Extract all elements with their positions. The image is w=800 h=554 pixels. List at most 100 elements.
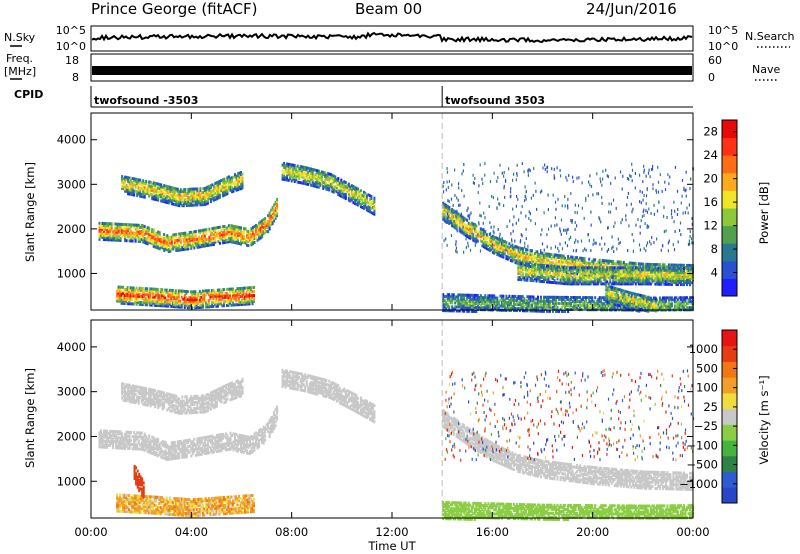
data-cell	[541, 307, 544, 311]
data-cell	[528, 297, 530, 301]
data-cell	[586, 268, 589, 272]
data-cell	[558, 256, 561, 259]
data-cell	[511, 259, 514, 263]
data-cell	[347, 188, 350, 192]
data-cell	[451, 214, 454, 218]
data-cell	[181, 198, 184, 202]
data-cell	[322, 172, 325, 176]
data-cell	[610, 268, 613, 272]
data-cell	[532, 253, 535, 257]
data-cell	[549, 254, 551, 258]
data-cell	[149, 291, 152, 295]
data-cell	[598, 306, 601, 310]
data-cell	[182, 204, 185, 208]
data-cell	[472, 236, 475, 240]
data-cell	[499, 240, 502, 244]
data-cell	[152, 232, 155, 236]
data-cell	[564, 295, 567, 299]
data-cell	[271, 206, 274, 210]
data-cell	[472, 299, 475, 303]
data-cell	[460, 230, 463, 234]
data-cell	[223, 183, 226, 187]
data-cell	[349, 197, 352, 201]
data-cell	[196, 203, 199, 207]
data-cell	[209, 233, 212, 237]
data-cell	[540, 267, 542, 271]
data-cell	[565, 260, 568, 264]
data-cell	[359, 203, 362, 207]
data-cell	[461, 221, 464, 225]
data-cell	[482, 235, 485, 239]
data-cell	[502, 300, 505, 304]
data-cell	[268, 219, 271, 223]
data-cell	[128, 186, 131, 190]
data-cell	[469, 303, 472, 307]
data-cell	[179, 194, 182, 198]
data-cell	[528, 268, 530, 272]
data-cell	[577, 262, 580, 266]
data-cell	[556, 301, 559, 305]
data-cell	[643, 276, 646, 280]
data-cell	[463, 222, 466, 226]
data-cell	[161, 199, 164, 203]
data-cell	[143, 241, 146, 245]
data-cell	[116, 226, 119, 230]
data-cell	[161, 290, 164, 294]
data-cell	[515, 301, 518, 304]
data-cell	[276, 206, 279, 210]
data-cell	[173, 189, 176, 192]
data-cell	[597, 262, 600, 266]
data-cell	[200, 229, 203, 232]
data-cell	[567, 278, 570, 282]
data-cell	[189, 296, 192, 300]
data-cell	[466, 234, 469, 238]
data-cell	[231, 186, 233, 190]
data-cell	[192, 298, 195, 302]
data-cell	[232, 187, 235, 191]
data-cell	[570, 266, 573, 270]
data-cell	[573, 300, 576, 303]
data-cell	[216, 302, 219, 306]
data-cell	[534, 260, 536, 264]
data-cell	[364, 197, 367, 201]
data-cell	[141, 301, 144, 304]
data-cell	[150, 289, 153, 293]
data-cell	[136, 192, 139, 196]
data-cell	[515, 261, 518, 265]
data-cell	[457, 299, 460, 303]
data-cell	[188, 298, 191, 302]
data-cell	[583, 280, 586, 284]
data-cell	[154, 197, 157, 201]
data-cell	[162, 302, 165, 306]
data-cell	[528, 252, 530, 256]
nsearch-tick-top: 10^5	[708, 24, 738, 37]
data-cell	[241, 182, 244, 186]
data-cell	[455, 299, 458, 303]
data-cell	[144, 297, 147, 301]
data-cell	[683, 267, 685, 270]
data-cell	[107, 224, 110, 228]
data-cell	[493, 243, 496, 247]
data-cell	[124, 189, 127, 193]
data-cell	[322, 184, 325, 188]
data-cell	[582, 296, 585, 300]
data-cell	[568, 266, 571, 270]
data-cell	[179, 200, 182, 204]
data-cell	[215, 302, 218, 306]
data-cell	[219, 302, 222, 306]
data-cell	[454, 226, 457, 230]
data-cell	[252, 234, 254, 238]
data-cell	[290, 173, 293, 177]
data-cell	[270, 208, 273, 212]
data-cell	[150, 297, 153, 301]
data-cell	[161, 302, 164, 306]
data-cell	[621, 280, 624, 284]
data-cell	[155, 287, 158, 291]
data-cell	[594, 258, 597, 262]
data-cell	[332, 174, 335, 178]
data-cell	[487, 298, 490, 302]
data-cell	[202, 230, 205, 234]
data-cell	[460, 303, 463, 307]
data-cell	[137, 229, 140, 233]
data-cell	[134, 183, 137, 187]
